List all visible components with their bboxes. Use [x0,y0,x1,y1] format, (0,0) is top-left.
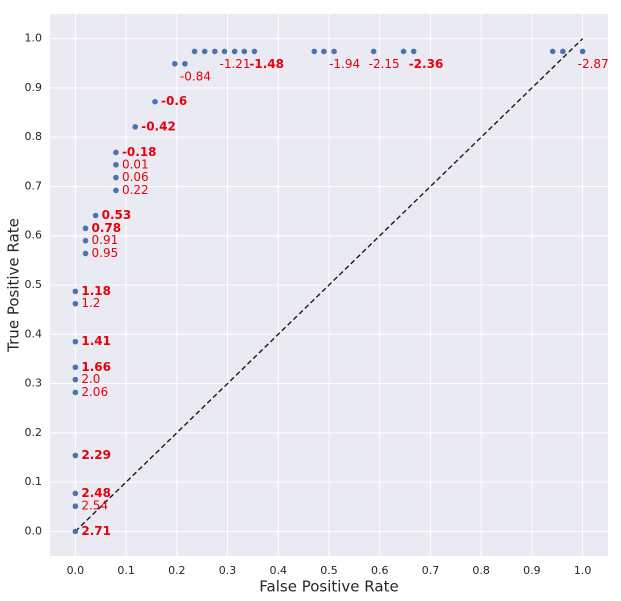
point-label: 1.18 [81,284,111,298]
point-label: 2.06 [81,385,108,399]
x-tick-label: 0.0 [67,564,85,577]
point [72,503,79,510]
point-label: 0.95 [92,246,119,260]
x-tick-label: 0.7 [422,564,440,577]
y-tick-label: 0.4 [25,327,43,340]
point-label: -0.42 [141,119,176,133]
point [82,225,89,232]
point [579,48,586,55]
point-label: -0.6 [161,94,187,108]
point-label: 0.01 [122,157,149,171]
y-axis-label: True Positive Rate [5,218,23,353]
point [72,338,79,345]
y-tick-label: 0.0 [25,524,43,537]
point-label: -1.94 [329,57,360,71]
point [231,48,238,55]
point [191,48,198,55]
point-label: 0.78 [92,221,122,235]
point [113,149,119,156]
y-tick-label: 0.3 [25,377,43,390]
point [171,60,178,67]
point-label: 0.06 [122,170,149,184]
point-label: 1.66 [81,360,111,374]
point [72,528,79,535]
x-tick-label: 0.6 [371,564,389,577]
point [400,48,407,55]
x-tick-label: 0.4 [270,564,288,577]
point [182,60,188,67]
point [221,48,228,55]
point [113,174,119,181]
x-tick-label: 1.0 [574,564,592,577]
x-tick-label: 0.2 [168,564,186,577]
point [92,212,99,219]
reference-line [74,38,584,532]
point-label: -2.87 [578,57,609,71]
y-tick-label: 0.9 [25,81,43,94]
point-label: 1.41 [81,334,111,348]
point [251,48,258,55]
point [212,48,218,55]
y-tick-label: 0.2 [25,426,43,439]
y-tick-label: 1.0 [25,32,43,45]
point [72,288,79,295]
point [72,490,79,497]
point-label: -2.15 [369,57,400,71]
point [72,389,79,396]
point-label: -0.18 [122,145,157,159]
point [331,48,337,55]
y-tick-label: 0.5 [25,278,43,291]
point-label: 0.91 [92,233,119,247]
point [72,364,79,371]
y-tick-label: 0.6 [25,229,43,242]
point [132,124,139,130]
point [113,161,119,168]
point-label: -0.84 [180,69,211,83]
x-tick-label: 0.5 [320,564,338,577]
point [410,48,417,55]
y-tick-label: 0.7 [25,179,43,192]
y-tick-label: 0.8 [25,130,43,143]
point-label: 2.29 [81,448,111,462]
point-label: -1.21 [220,57,251,71]
point-label: 0.53 [102,208,132,222]
point-label: 2.0 [81,372,100,386]
point-label: 2.54 [81,499,108,513]
point [82,250,89,257]
point [113,187,119,194]
point [560,48,566,55]
point [549,48,556,55]
x-tick-label: 0.3 [219,564,237,577]
point [72,300,79,307]
point [370,48,377,55]
point [82,237,89,244]
point-label: -2.36 [409,57,444,71]
point [311,48,318,55]
point-label: 2.48 [81,486,111,500]
y-tick-label: 0.1 [25,475,43,488]
x-axis-label: False Positive Rate [259,578,398,596]
point-label: -1.48 [249,57,284,71]
point [201,48,208,55]
x-tick-label: 0.1 [117,564,135,577]
point-label: 1.2 [81,296,100,310]
point [152,98,158,105]
x-tick-label: 0.9 [523,564,541,577]
x-tick-label: 0.8 [472,564,490,577]
point [321,48,327,55]
point [72,452,79,459]
point-label: 0.22 [122,183,149,197]
point-label: 2.71 [81,524,111,538]
point [72,376,79,383]
point [241,48,248,55]
